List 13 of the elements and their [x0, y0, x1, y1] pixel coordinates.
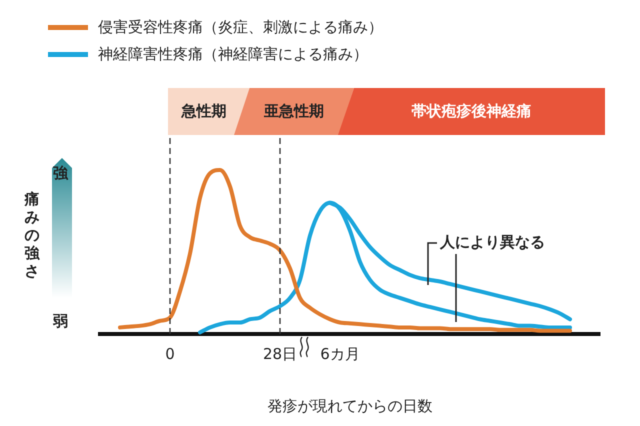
text: 急性期	[168, 88, 250, 135]
x-axis-title: 発疹が現れてからの日数	[268, 396, 432, 415]
x-tick-label: 6カ月	[320, 344, 360, 363]
legend-label: 神経障害性疼痛（神経障害による痛み）	[98, 45, 368, 64]
text: 帯状疱疹後神経痛	[338, 88, 605, 135]
x-tick-label: 28日	[262, 344, 298, 363]
text: 強	[53, 164, 68, 183]
y-axis-title: 痛みの強さ	[23, 190, 41, 280]
text: 亜急性期	[234, 88, 354, 135]
text: 弱	[53, 312, 68, 331]
annotation: 人により異なる	[440, 233, 545, 252]
legend-label: 侵害受容性疼痛（炎症、刺激による痛み）	[98, 18, 383, 37]
x-tick-label: 0	[165, 344, 175, 363]
